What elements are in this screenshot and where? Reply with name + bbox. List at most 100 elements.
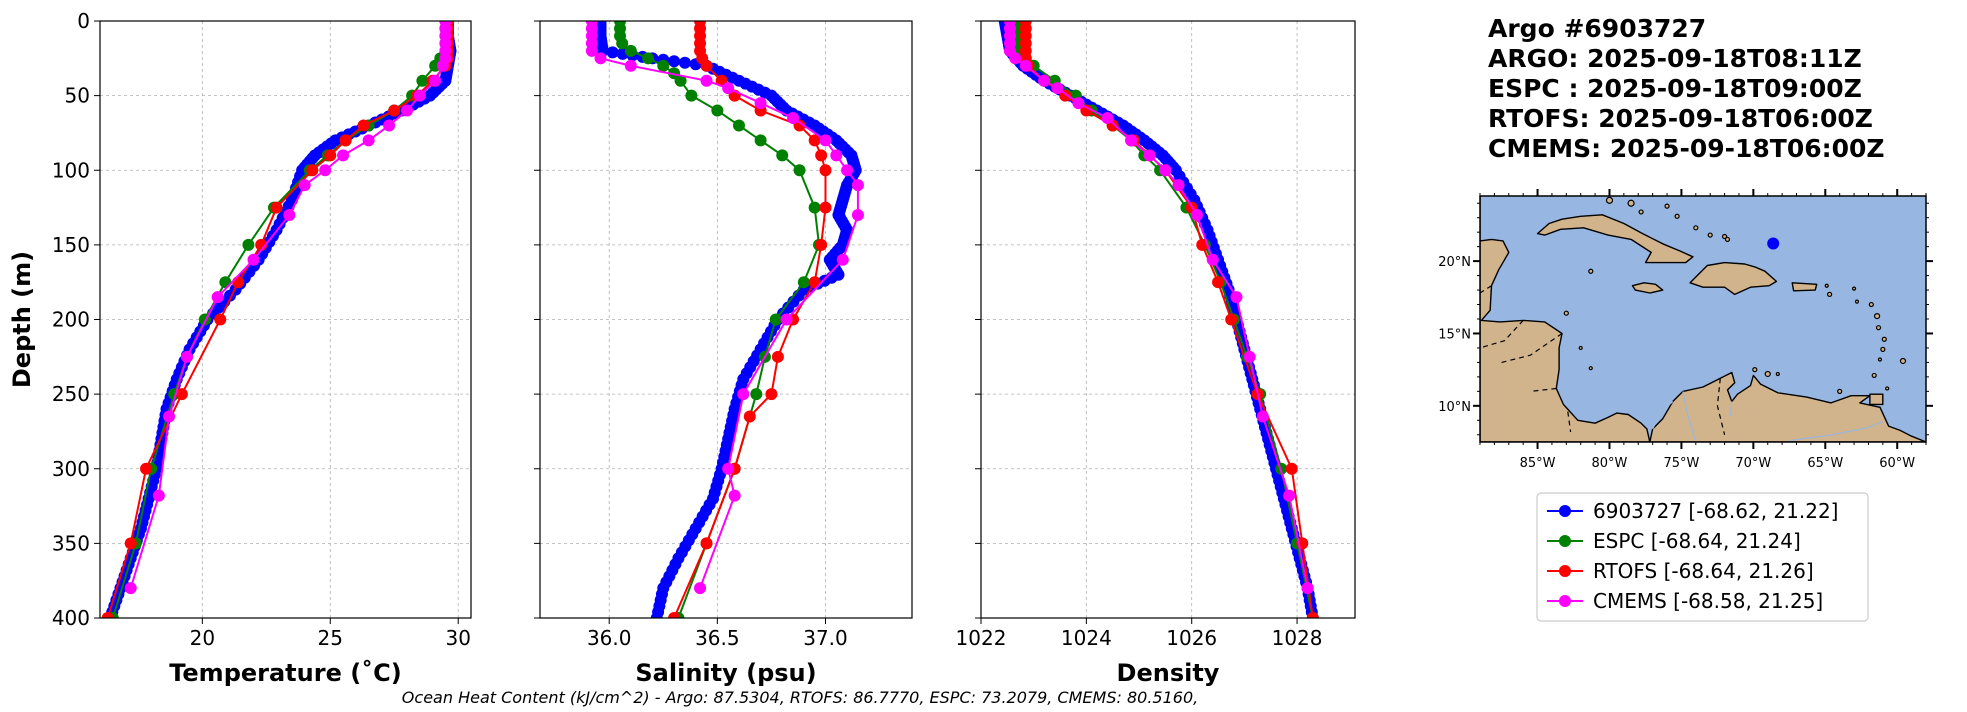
- title-line-cmems-time: CMEMS: 2025-09-18T06:00Z: [1488, 134, 1885, 163]
- data-point-cmems: [283, 209, 296, 222]
- data-point-rtofs: [101, 612, 114, 618]
- land-hispaniola: [1689, 261, 1778, 296]
- data-point-rtofs: [815, 238, 828, 251]
- data-point-espc: [711, 104, 724, 117]
- x-tick-label: 37.0: [803, 626, 848, 650]
- data-point-6903727: [668, 55, 681, 68]
- data-point-cmems: [1159, 164, 1172, 177]
- y-tick-label: 300: [52, 457, 90, 481]
- border-line: [1480, 285, 1492, 294]
- land-island: [1693, 225, 1699, 231]
- profile-panel-temperature-c: 20 25 30050100150200250300350400Temperatur…: [8, 9, 472, 687]
- land-island: [1764, 370, 1771, 378]
- map-lon-label: 65°W: [1807, 456, 1843, 471]
- data-point-cmems: [836, 253, 849, 266]
- map-land: [1480, 196, 1926, 442]
- legend-marker: [1559, 565, 1571, 577]
- data-point-cmems: [1143, 149, 1156, 162]
- land-island: [1664, 203, 1670, 209]
- y-tick-label: 100: [52, 158, 90, 182]
- data-point-6903727: [606, 46, 619, 59]
- land-island: [1851, 286, 1857, 291]
- x-tick-label: 36.5: [695, 626, 740, 650]
- data-point-cmems: [1019, 59, 1032, 72]
- data-point-rtofs: [815, 149, 828, 162]
- data-point-cmems: [413, 89, 426, 102]
- data-point-cmems: [1301, 582, 1314, 595]
- data-point-rtofs: [175, 388, 188, 401]
- data-point-rtofs: [808, 134, 821, 147]
- title-line-espc-time: ESPC : 2025-09-18T09:00Z: [1488, 74, 1862, 103]
- data-point-cmems: [1101, 112, 1114, 125]
- legend-marker: [1559, 535, 1571, 547]
- data-point-espc: [769, 313, 782, 326]
- land-island: [1837, 388, 1843, 394]
- data-point-cmems: [585, 44, 598, 57]
- map-lon-label: 70°W: [1735, 456, 1771, 471]
- legend-entry-rtofs: RTOFS [-68.64, 21.26]: [1547, 559, 1814, 583]
- data-point-rtofs: [1285, 462, 1298, 475]
- data-point-rtofs: [270, 201, 283, 214]
- data-point-espc: [754, 134, 767, 147]
- legend-label: CMEMS [-68.58, 21.25]: [1593, 589, 1823, 613]
- land-island: [1880, 346, 1886, 352]
- legend-label: 6903727 [-68.62, 21.22]: [1593, 499, 1838, 523]
- series-line-6903727: [1003, 21, 1315, 618]
- border-line: [1567, 411, 1572, 432]
- y-tick-label: 250: [52, 382, 90, 406]
- x-tick-label: 20: [190, 626, 215, 650]
- data-point-cmems: [1283, 489, 1296, 502]
- data-point-cmems: [1230, 291, 1243, 304]
- data-point-cmems: [700, 74, 713, 87]
- data-point-cmems: [624, 59, 637, 72]
- legend-marker: [1559, 595, 1571, 607]
- legend-label: RTOFS [-68.64, 21.26]: [1593, 559, 1814, 583]
- x-tick-label: 25: [318, 626, 343, 650]
- land-island: [1588, 366, 1593, 371]
- river-line: [1682, 391, 1697, 442]
- data-point-cmems: [780, 313, 793, 326]
- legend: 6903727 [-68.62, 21.22] ESPC [-68.64, 21.…: [1536, 492, 1869, 622]
- x-tick-label: 1022: [956, 626, 1007, 650]
- land-trinidad: [1869, 393, 1884, 406]
- data-point-cmems: [362, 134, 375, 147]
- data-point-rtofs: [1212, 276, 1225, 289]
- data-point-cmems: [180, 350, 193, 363]
- land-island: [1578, 345, 1583, 351]
- map-lon-label: 80°W: [1592, 456, 1628, 471]
- data-point-cmems: [429, 74, 442, 87]
- land-island: [1871, 372, 1877, 379]
- y-tick-label: 400: [52, 606, 90, 630]
- data-point-cmems: [1072, 97, 1085, 110]
- land-island: [1877, 357, 1883, 362]
- land-puerto-rico: [1791, 282, 1818, 292]
- land-island: [1721, 233, 1728, 240]
- data-point-rtofs: [771, 350, 784, 363]
- data-point-espc: [242, 238, 255, 251]
- x-tick-label: 1028: [1272, 626, 1323, 650]
- map-lat-label: 15°N: [1438, 327, 1471, 342]
- map-lat-label: 10°N: [1438, 400, 1471, 415]
- land-island: [1707, 232, 1713, 238]
- x-tick-label: 1026: [1166, 626, 1217, 650]
- title-line-rtofs-time: RTOFS: 2025-09-18T06:00Z: [1488, 104, 1873, 133]
- data-point-espc: [642, 52, 655, 65]
- land-island: [1627, 199, 1635, 207]
- data-point-espc: [416, 74, 429, 87]
- data-point-rtofs: [1225, 313, 1238, 326]
- data-point-rtofs: [1306, 612, 1319, 618]
- data-point-cmems: [319, 164, 332, 177]
- legend-marker: [1559, 505, 1571, 517]
- data-point-rtofs: [700, 537, 713, 550]
- land-island: [1899, 357, 1907, 365]
- data-point-espc: [808, 201, 821, 214]
- data-point-espc: [657, 59, 670, 72]
- data-point-rtofs: [339, 134, 352, 147]
- argo-location-marker: [1767, 237, 1780, 250]
- data-point-rtofs: [388, 104, 401, 117]
- data-point-cmems: [163, 410, 176, 423]
- data-point-6903727: [678, 56, 691, 69]
- data-point-cmems: [247, 253, 260, 266]
- data-point-cmems: [754, 97, 767, 110]
- data-point-rtofs: [140, 462, 153, 475]
